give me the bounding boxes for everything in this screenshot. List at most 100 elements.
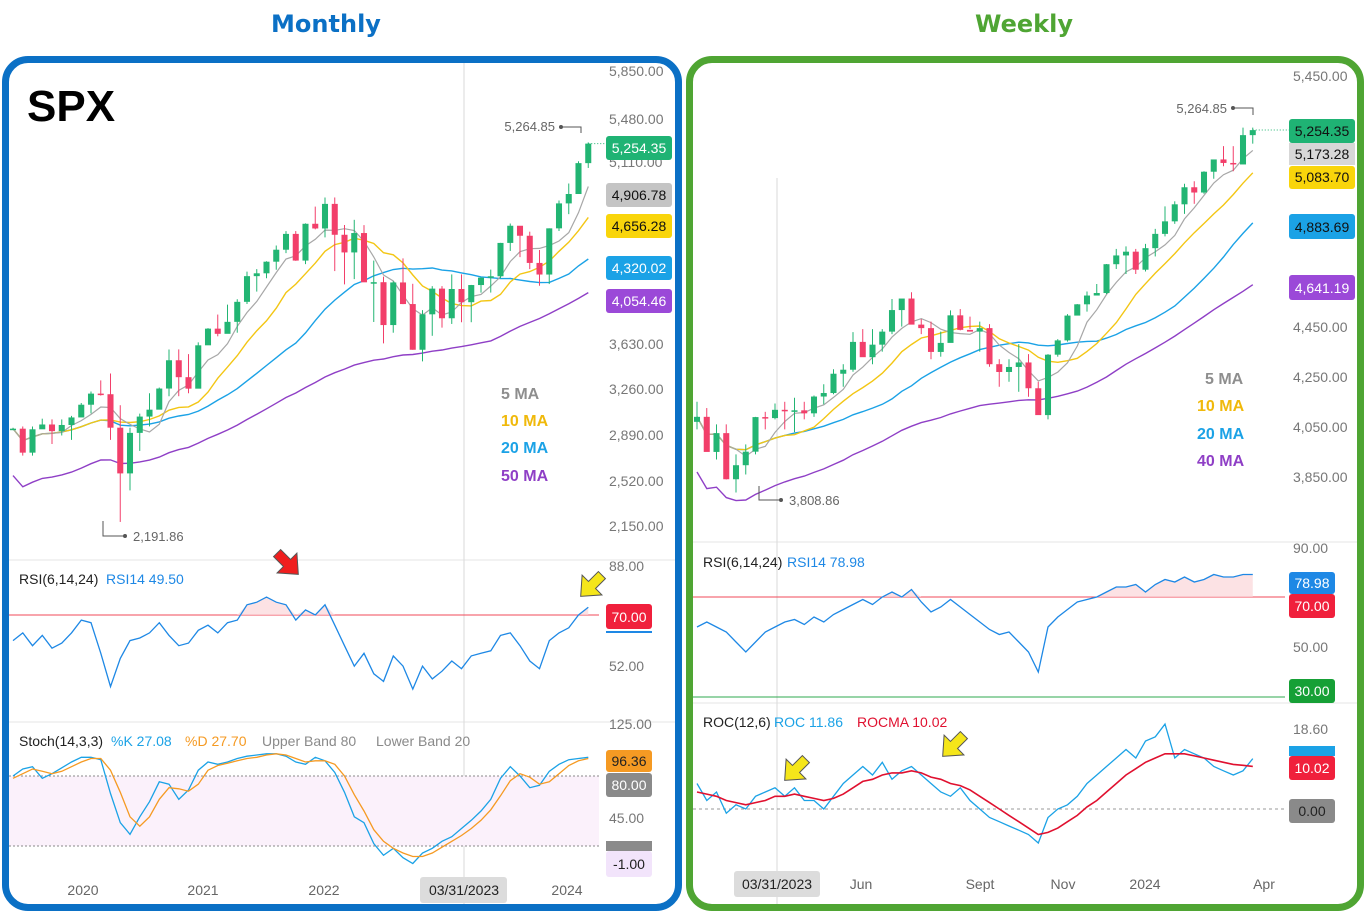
price-badge-last-text: 5,254.35	[1295, 123, 1350, 139]
price-badge-ma10-text: 5,083.70	[1295, 169, 1350, 185]
candle-body	[986, 328, 993, 365]
candle-body	[908, 298, 915, 325]
ma50-line	[12, 291, 589, 488]
candle-body	[937, 342, 944, 352]
price-tick: 4,250.00	[1293, 369, 1348, 385]
rsi-badge-70-text: 70.00	[1294, 598, 1329, 614]
price-tick: 3,630.00	[609, 336, 664, 352]
candle-body	[752, 417, 759, 452]
rsi-badge-text: 70.00	[611, 609, 646, 625]
candle-body	[1161, 221, 1169, 234]
roc-label: ROC(12,6)	[703, 714, 771, 730]
candle-body	[399, 282, 407, 305]
rsi-label: RSI(6,14,24)	[703, 554, 782, 570]
weekly-marks	[693, 127, 1289, 845]
stoch-k-line	[12, 753, 589, 865]
candle-body	[526, 235, 533, 263]
date-badge	[734, 871, 820, 897]
candle-body	[292, 233, 299, 261]
candle-body	[957, 315, 964, 330]
candle-body	[156, 388, 163, 410]
candle-body	[1093, 293, 1100, 296]
candle-body	[1191, 187, 1198, 193]
price-tick: 2,520.00	[609, 473, 664, 489]
candle-body	[575, 163, 582, 195]
candle-body	[1230, 162, 1237, 165]
stoch-band-fill	[9, 776, 599, 846]
price-badge-ma50-text: 4,054.46	[612, 293, 667, 309]
x-tick: 2024	[551, 882, 582, 898]
yellow-arrow-icon	[942, 730, 969, 757]
roc-value: ROC 11.86	[774, 714, 843, 730]
roc-line	[696, 722, 1254, 845]
price-tick: 3,850.00	[1293, 469, 1348, 485]
candle-body	[263, 261, 270, 274]
candle-body	[996, 364, 1003, 372]
candle-body	[820, 393, 827, 397]
rsi14-line	[696, 573, 1253, 674]
candle-body	[204, 328, 212, 346]
price-badge-ma20-text: 4,320.02	[612, 260, 667, 276]
roc-zero-badge	[1289, 799, 1335, 823]
candle-body	[58, 424, 65, 432]
candle-body	[927, 328, 935, 352]
stoch-upper-badge	[606, 773, 652, 797]
candle-body	[185, 377, 192, 389]
candle-body	[243, 276, 251, 302]
price-badge-ma40	[1289, 275, 1355, 300]
ma5-line	[696, 149, 1254, 457]
candle-body	[1220, 159, 1227, 163]
rsi14-line	[12, 596, 589, 691]
stoch-min-badge-text: -1.00	[613, 856, 645, 872]
rsi-badge	[606, 604, 652, 629]
candle-body	[693, 416, 701, 422]
candle-body	[1025, 362, 1032, 389]
price-badge-ma50	[606, 289, 672, 313]
candle-body	[1152, 233, 1159, 249]
ma-legend-10: 10 MA	[501, 413, 549, 430]
candle-body	[195, 345, 202, 389]
stoch-upper-label: Upper Band 80	[262, 733, 356, 749]
price-badge-last	[606, 136, 672, 160]
candle-body	[742, 451, 749, 466]
candle-body	[370, 282, 377, 284]
stoch-d-line	[12, 753, 589, 858]
ma20-line	[696, 222, 1254, 451]
roc-zero-badge-text: 0.00	[1298, 803, 1325, 819]
candle-body	[830, 373, 837, 394]
price-badge-ma10	[1289, 166, 1355, 189]
rsi-overbought-fill	[13, 597, 589, 615]
monthly-title: Monthly	[271, 10, 381, 38]
yellow-arrow-icon	[784, 754, 811, 781]
candle-body	[507, 225, 514, 243]
ma-legend-40: 40 MA	[1197, 453, 1245, 470]
candle-body	[879, 331, 886, 345]
candle-body	[458, 288, 465, 303]
rsi-badge-30-text: 30.00	[1294, 683, 1329, 699]
candle-body	[1200, 171, 1208, 193]
ma-legend-5: 5 MA	[501, 386, 540, 403]
candle-body	[48, 424, 56, 432]
candle-body	[1103, 264, 1110, 294]
candle-body	[1142, 248, 1149, 270]
candle-body	[19, 428, 26, 453]
high-marker	[1233, 107, 1254, 115]
candle-body	[68, 417, 75, 425]
x-tick: Sept	[966, 876, 995, 892]
candle-body	[429, 288, 436, 315]
candle-body	[29, 429, 36, 453]
price-tick: 5,450.00	[1293, 68, 1348, 84]
date-badge-text: 03/31/2023	[429, 882, 499, 898]
candle-body	[165, 360, 173, 389]
candle-body	[810, 396, 818, 414]
price-badge-last	[1289, 119, 1355, 143]
candle-body	[331, 203, 338, 235]
candle-body	[1005, 366, 1013, 372]
rsi-value: RSI14 49.50	[106, 571, 184, 587]
weekly-chart[interactable]: 5,264.85 3,808.86 5,450.00 4,450.00 4,25…	[693, 63, 1357, 904]
rsi-badge-value	[1289, 572, 1335, 594]
candle-body	[107, 394, 114, 428]
candle-body	[1113, 255, 1120, 265]
ma-legend-50: 50 MA	[501, 468, 549, 485]
monthly-chart[interactable]: 5,264.85 2,191.86 SPX 5,850.00 5,480.00 …	[9, 63, 675, 904]
